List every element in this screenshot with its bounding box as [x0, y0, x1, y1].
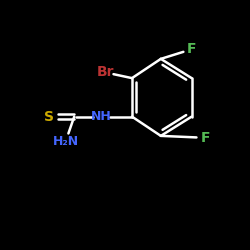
Text: S: S: [44, 110, 54, 124]
Text: H₂N: H₂N: [52, 135, 78, 148]
Text: F: F: [200, 131, 210, 145]
Text: NH: NH: [91, 110, 112, 123]
Text: F: F: [187, 42, 196, 56]
Text: Br: Br: [96, 65, 114, 79]
